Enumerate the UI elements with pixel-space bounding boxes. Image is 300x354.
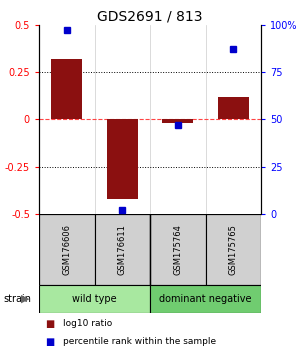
Text: GSM175764: GSM175764	[173, 224, 182, 275]
Bar	[206, 214, 261, 285]
Text: dominant negative: dominant negative	[159, 294, 252, 304]
Bar	[94, 214, 150, 285]
Text: log10 ratio: log10 ratio	[63, 319, 112, 329]
Text: GSM175765: GSM175765	[229, 224, 238, 275]
Text: ▶: ▶	[21, 294, 29, 304]
Bar	[39, 214, 94, 285]
Bar	[163, 120, 193, 123]
Text: wild type: wild type	[72, 294, 117, 304]
Text: GSM176611: GSM176611	[118, 224, 127, 275]
Bar	[218, 97, 248, 120]
Bar	[150, 285, 261, 313]
Bar	[39, 285, 150, 313]
Bar	[150, 214, 206, 285]
Text: ■: ■	[45, 337, 54, 347]
Bar	[52, 59, 82, 120]
Bar	[107, 120, 137, 199]
Text: ■: ■	[45, 319, 54, 329]
Text: percentile rank within the sample: percentile rank within the sample	[63, 337, 216, 346]
Title: GDS2691 / 813: GDS2691 / 813	[97, 10, 203, 24]
Text: GSM176606: GSM176606	[62, 224, 71, 275]
Text: strain: strain	[3, 294, 31, 304]
